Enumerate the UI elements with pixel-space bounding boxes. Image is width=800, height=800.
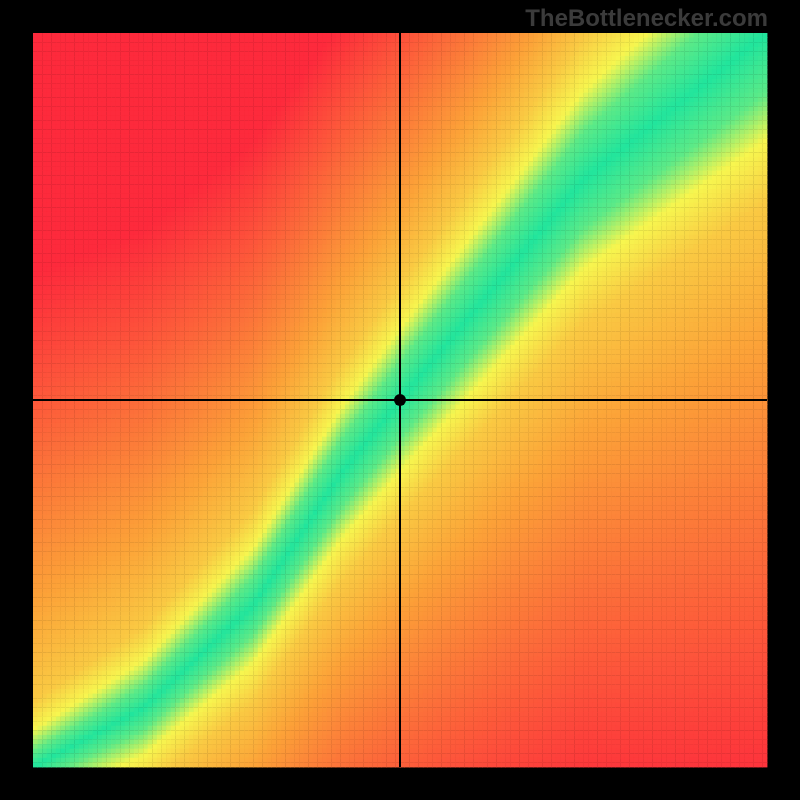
bottleneck-heatmap [0, 0, 800, 800]
chart-container: TheBottlenecker.com [0, 0, 800, 800]
watermark-text: TheBottlenecker.com [525, 5, 768, 33]
